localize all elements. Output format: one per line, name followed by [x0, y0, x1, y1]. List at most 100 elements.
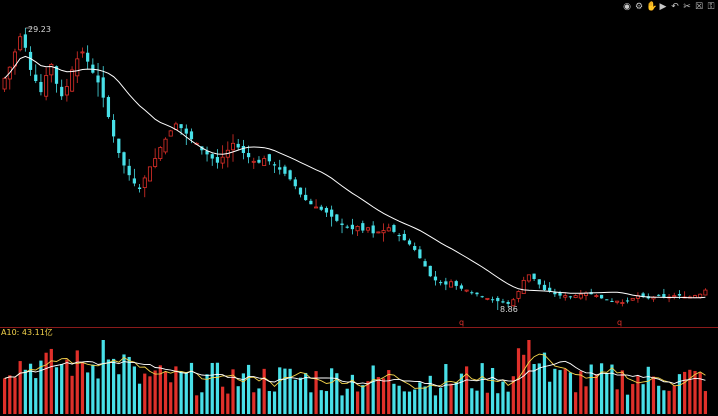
candle: [345, 224, 349, 229]
candle-body: [220, 156, 225, 164]
volume-bar: [117, 374, 121, 414]
candle-body: [179, 124, 183, 129]
candle: [350, 218, 355, 235]
undo-icon[interactable]: ↶: [671, 2, 679, 12]
volume-ma-line-long: [4, 360, 706, 388]
candle: [272, 161, 277, 173]
candle: [444, 277, 448, 291]
volume-bar: [153, 370, 157, 414]
candle-body: [112, 119, 116, 137]
candle: [241, 139, 245, 160]
volume-bar: [631, 384, 635, 414]
play-icon[interactable]: ▶: [659, 2, 667, 12]
candle: [54, 65, 59, 93]
candle-body: [60, 86, 64, 97]
eye-icon[interactable]: ◉: [623, 2, 631, 12]
volume-bar: [558, 370, 562, 414]
hand-icon[interactable]: ✋: [646, 2, 658, 12]
chart-toolbar: ◉ ⚙ ✋ ▶ ↶ ✂ ☒ ⚿: [622, 2, 716, 14]
volume-bar: [143, 373, 147, 414]
candle-body: [413, 246, 417, 250]
candle: [39, 74, 43, 96]
volume-bar: [355, 391, 360, 414]
volume-bar: [39, 360, 43, 414]
volume-bar: [252, 392, 256, 414]
volume-bar: [662, 390, 666, 414]
candle: [283, 164, 287, 177]
candle-body: [324, 207, 329, 213]
volume-bar: [267, 391, 271, 414]
volume-bar: [423, 386, 427, 414]
lock-icon[interactable]: ⚿: [707, 2, 715, 12]
candle: [132, 168, 136, 187]
candle: [251, 157, 256, 169]
volume-bar: [70, 375, 74, 414]
volume-bar: [511, 376, 515, 414]
candle-body: [335, 214, 339, 221]
candle: [439, 280, 443, 286]
candle-body: [189, 131, 194, 140]
volume-bar: [683, 371, 687, 414]
candle: [330, 205, 334, 227]
candle-body: [444, 281, 448, 285]
volume-bar: [454, 382, 458, 414]
candle-body: [630, 297, 635, 301]
volume-bar: [34, 378, 38, 414]
scissors-icon[interactable]: ✂: [683, 2, 691, 12]
candle-body: [516, 291, 521, 299]
candle: [23, 28, 27, 52]
candle-body: [251, 160, 256, 163]
candle-body: [625, 300, 630, 302]
candle-body: [355, 225, 360, 232]
candle-body: [44, 75, 49, 97]
candle-body: [288, 170, 292, 180]
candle-body: [376, 231, 381, 234]
candle-body: [475, 292, 479, 295]
volume-bar: [345, 388, 349, 414]
candle-body: [542, 284, 547, 291]
candle: [246, 145, 251, 164]
candle: [319, 204, 323, 212]
volume-bar: [449, 383, 453, 414]
settings-icon[interactable]: ⚙: [634, 2, 644, 12]
low-price-label: 8.86: [500, 305, 518, 314]
candle: [340, 218, 344, 234]
volume-bar: [392, 383, 396, 414]
candle-body: [2, 77, 7, 90]
candle: [568, 295, 573, 300]
volume-bar: [657, 385, 661, 414]
volume-bar: [620, 370, 624, 414]
candle: [610, 298, 614, 303]
candle: [91, 58, 95, 74]
candle: [49, 62, 54, 83]
candle: [335, 213, 339, 223]
volume-bar: [195, 395, 199, 414]
q-marker-2: q: [617, 318, 623, 327]
candle: [449, 279, 454, 288]
volume-bar: [174, 366, 178, 414]
candle-body: [304, 194, 308, 201]
candle: [371, 221, 375, 238]
volume-bar: [459, 373, 464, 414]
volume-bar: [210, 362, 214, 414]
candle-body: [386, 227, 391, 232]
candle: [210, 153, 214, 166]
candle-body: [672, 295, 677, 298]
candle-body: [75, 58, 80, 77]
candle-body: [470, 292, 474, 294]
candle-body: [548, 287, 552, 292]
trash-icon[interactable]: ☒: [694, 2, 704, 12]
candle: [563, 292, 568, 301]
candle-body: [340, 223, 344, 225]
price-pane: [2, 27, 708, 310]
volume-bar: [548, 381, 552, 414]
volume-indicator-label: A10: 43.11亿: [1, 328, 53, 337]
candle-body: [64, 86, 69, 96]
candle-body: [101, 77, 105, 98]
candle-body: [532, 273, 536, 279]
candle-body: [599, 294, 604, 299]
candle: [480, 295, 484, 298]
volume-bar: [18, 361, 22, 414]
